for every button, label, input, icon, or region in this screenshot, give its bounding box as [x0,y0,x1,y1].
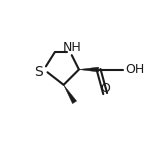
Polygon shape [79,67,99,72]
Text: O: O [100,82,110,95]
Text: S: S [34,65,43,79]
Text: NH: NH [63,41,82,54]
Text: OH: OH [125,63,145,76]
Polygon shape [64,85,77,104]
